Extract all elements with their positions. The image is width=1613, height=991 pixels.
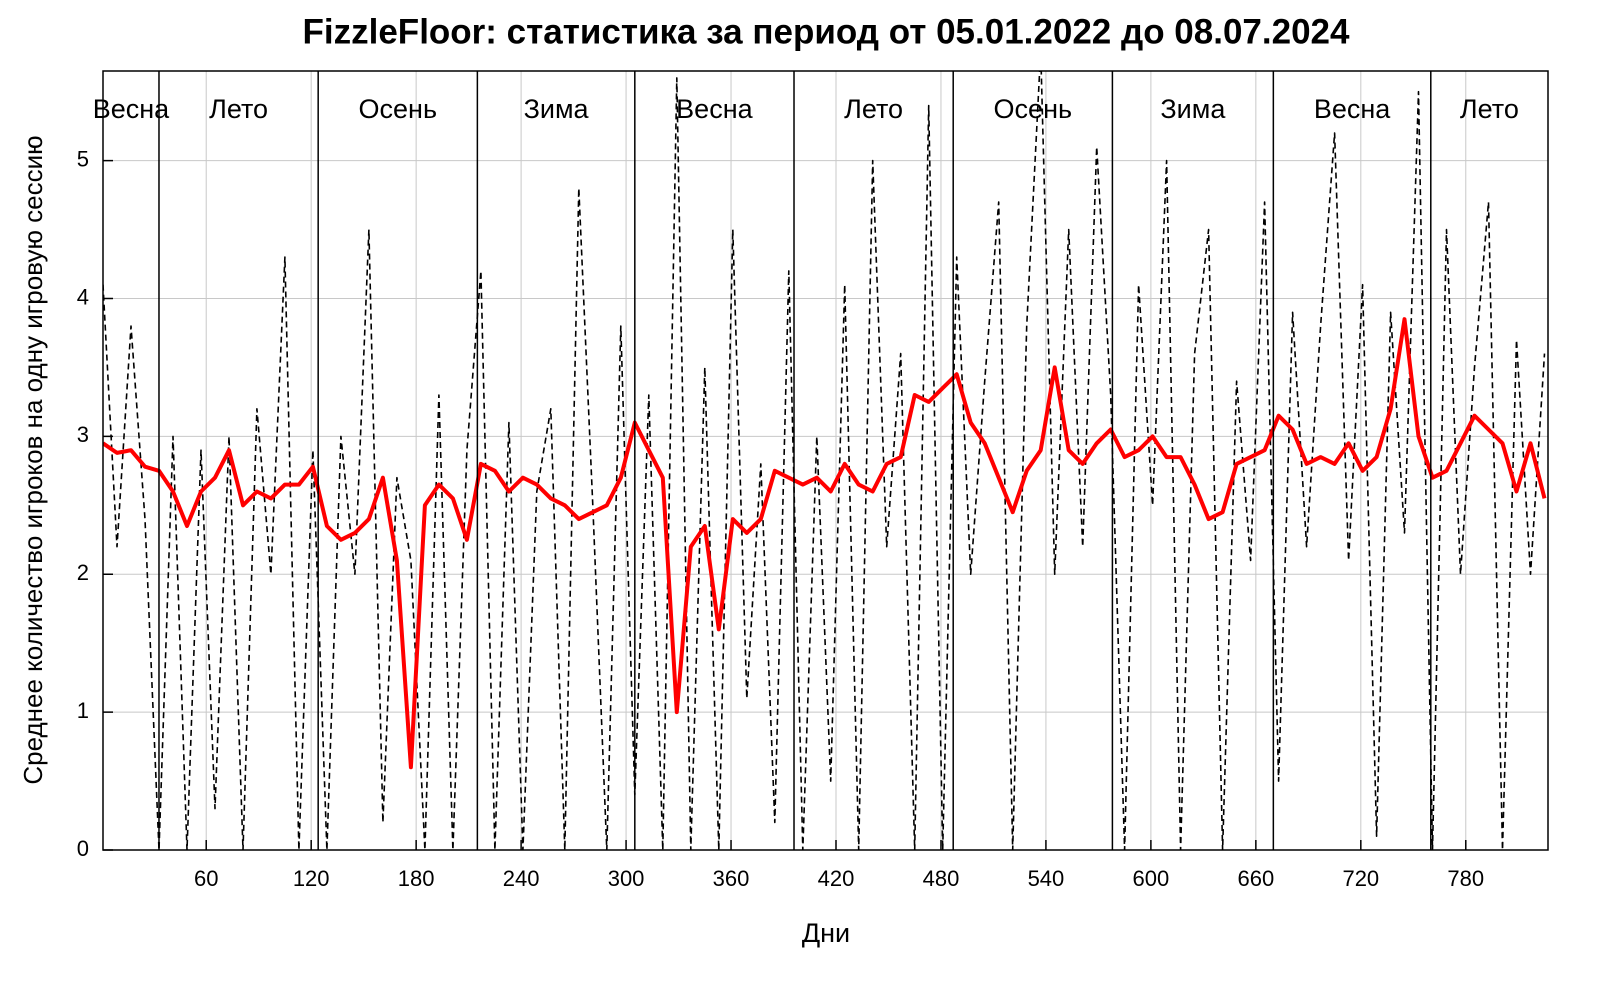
x-tick-label: 480 <box>923 866 960 891</box>
y-tick-label: 4 <box>77 284 89 309</box>
x-tick-label: 120 <box>293 866 330 891</box>
x-tick-label: 240 <box>503 866 540 891</box>
x-tick-label: 780 <box>1447 866 1484 891</box>
smoothed-line <box>103 317 1547 770</box>
season-label: Весна <box>676 94 753 124</box>
x-tick-label: 360 <box>713 866 750 891</box>
season-label: Весна <box>1314 94 1391 124</box>
y-axis-label: Среднее количество игроков на одну игров… <box>18 135 48 784</box>
raw-line <box>103 71 1546 850</box>
y-tick-label: 5 <box>77 146 89 171</box>
x-axis-label: Дни <box>802 918 850 948</box>
season-label: Осень <box>994 94 1073 124</box>
x-tick-label: 60 <box>194 866 218 891</box>
season-label: Весна <box>93 94 170 124</box>
x-tick-label: 300 <box>608 866 645 891</box>
chart-title: FizzleFloor: статистика за период от 05.… <box>303 12 1350 51</box>
season-label: Лето <box>1460 94 1519 124</box>
x-tick-label: 720 <box>1342 866 1379 891</box>
y-tick-label: 3 <box>77 422 89 447</box>
plot-frame <box>102 70 1549 851</box>
plot-area <box>103 71 1547 850</box>
x-tick-label: 420 <box>818 866 855 891</box>
season-label: Лето <box>209 94 268 124</box>
y-tick-label: 2 <box>77 560 89 585</box>
y-tick-label: 0 <box>77 836 89 861</box>
season-label: Лето <box>844 94 903 124</box>
y-tick-label: 1 <box>77 698 89 723</box>
season-label: Зима <box>524 94 590 124</box>
x-tick-label: 660 <box>1237 866 1274 891</box>
x-tick-label: 180 <box>398 866 435 891</box>
season-label: Зима <box>1160 94 1226 124</box>
overlay: 0 1 2 3 4 5 60 120 180 240 300 360 420 480 540 600 660 72… <box>77 71 1519 891</box>
x-tick-label: 540 <box>1028 866 1065 891</box>
season-label: Осень <box>359 94 438 124</box>
grid <box>103 71 1548 851</box>
x-tick-label: 600 <box>1133 866 1170 891</box>
